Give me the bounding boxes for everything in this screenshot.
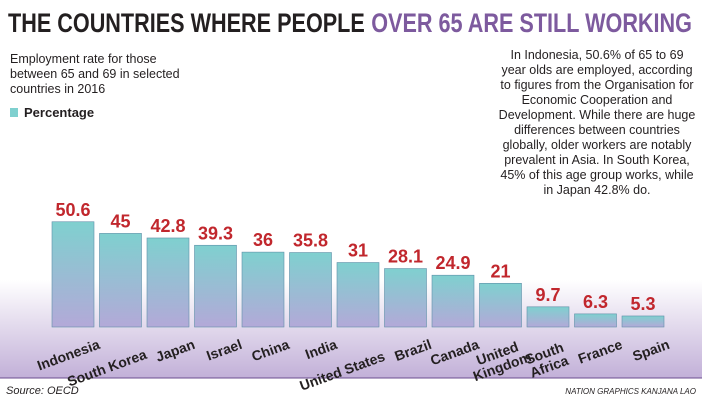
bar <box>621 315 665 328</box>
annotation: In Indonesia, 50.6% of 65 to 69 year old… <box>498 48 696 197</box>
value-label: 42.8 <box>150 216 185 236</box>
bar <box>479 283 522 328</box>
value-label: 35.8 <box>293 231 328 251</box>
bar <box>574 313 617 328</box>
bar <box>146 237 190 328</box>
value-label: 39.3 <box>198 223 233 243</box>
title-part: THE COUNTRIES WHERE PEOPLE <box>8 8 365 38</box>
bar <box>51 221 95 328</box>
chart-title: THE COUNTRIES WHERE PEOPLEOVER 65 ARE ST… <box>8 8 692 38</box>
bar <box>241 251 285 328</box>
title-highlight: OVER 65 ARE STILL WORKING <box>371 8 692 38</box>
bar <box>431 274 475 328</box>
subtitle: Employment rate for those between 65 and… <box>10 52 180 96</box>
source: Source: OECD <box>6 385 79 397</box>
value-label: 50.6 <box>55 200 90 220</box>
bar <box>289 252 332 328</box>
value-label: 36 <box>253 230 273 250</box>
bar <box>384 268 427 328</box>
value-label: 9.7 <box>535 285 560 305</box>
value-label: 21 <box>490 261 510 281</box>
value-label: 5.3 <box>630 294 655 314</box>
value-label: 45 <box>110 211 130 231</box>
bar <box>99 233 142 328</box>
bar <box>336 262 380 328</box>
value-label: 28.1 <box>388 247 423 267</box>
value-label: 24.9 <box>435 253 470 273</box>
legend-label: Percentage <box>24 105 94 120</box>
bar <box>526 306 570 328</box>
credit: NATION GRAPHICS KANJANA LAO <box>565 387 696 396</box>
legend-swatch <box>10 108 18 117</box>
value-label: 31 <box>348 241 368 261</box>
bar <box>194 244 237 328</box>
value-label: 6.3 <box>583 292 608 312</box>
